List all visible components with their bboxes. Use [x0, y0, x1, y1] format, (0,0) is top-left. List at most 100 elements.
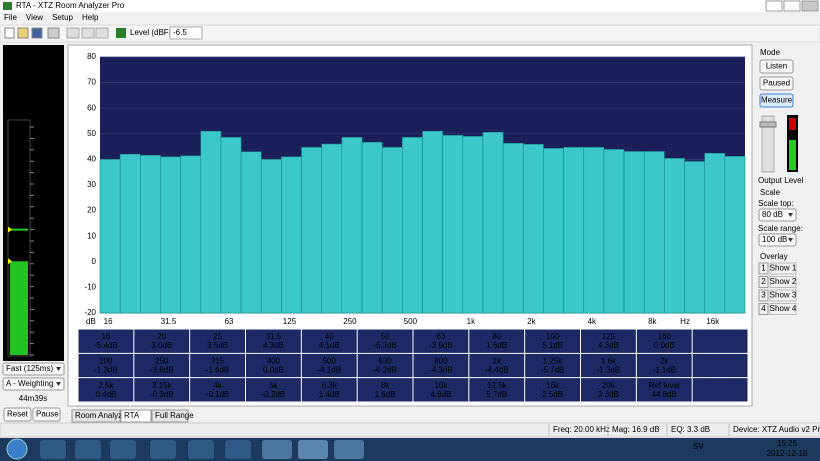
band-level: 4.8dB: [430, 390, 451, 399]
tool-icon[interactable]: [81, 27, 95, 39]
app-button[interactable]: [225, 440, 251, 459]
band-level: 3.5dB: [207, 341, 228, 350]
taskbar-time: 15:25: [777, 439, 798, 448]
app-button[interactable]: [150, 440, 176, 459]
overlay-button[interactable]: [769, 276, 797, 288]
tool-icon[interactable]: [66, 27, 80, 39]
bar: [402, 137, 423, 314]
scale-range-label: Scale range:: [758, 224, 803, 233]
reading-label: LCpk hold: [20, 53, 56, 62]
open-icon[interactable]: [17, 27, 29, 39]
overlay-number-box[interactable]: [758, 262, 769, 275]
bar: [381, 147, 403, 314]
bar: [200, 130, 222, 314]
overlay-button-label: Show 3: [770, 291, 797, 300]
app-button[interactable]: [334, 440, 364, 459]
band-level: -1.3dB: [597, 365, 621, 374]
meter-tick-label: 85: [37, 202, 46, 211]
scale-label: Scale: [760, 188, 781, 197]
maximize-button[interactable]: [783, 0, 801, 12]
tool-icon[interactable]: [95, 27, 109, 39]
meter-tick-label: 60: [37, 259, 46, 268]
level-input[interactable]: [169, 26, 203, 40]
response-select[interactable]: [2, 362, 65, 376]
mode-button[interactable]: [759, 76, 794, 91]
band-label: 3.15k: [152, 381, 173, 390]
toolbar-icons: [4, 27, 126, 39]
y-tick-label: 40: [87, 155, 96, 164]
bar: [482, 131, 504, 314]
reading-label: LAeq: [23, 110, 42, 119]
level-label: Level (dBFS): [130, 28, 177, 37]
start-button[interactable]: [6, 438, 28, 460]
scale-top-select[interactable]: [758, 208, 797, 222]
weighting-select-text: A - Weighting: [6, 379, 53, 388]
band-label: 4k: [213, 381, 222, 390]
band-label: 40: [325, 332, 334, 341]
band-label: 1.6k: [601, 356, 617, 365]
app-button[interactable]: [75, 440, 101, 459]
pause-button[interactable]: [32, 407, 61, 422]
bar: [321, 143, 343, 314]
status-text: Device: XTZ Audio v2 Pro: [733, 425, 820, 434]
reset-button[interactable]: [3, 407, 32, 422]
new-icon[interactable]: [4, 27, 15, 39]
save-icon[interactable]: [31, 27, 43, 39]
minimize-button[interactable]: [765, 0, 783, 12]
tab-label: Room Analyzer: [75, 411, 130, 420]
band-level: 2.5dB: [542, 390, 563, 399]
close-button[interactable]: [801, 0, 819, 12]
band-level: -4.1dB: [317, 365, 341, 374]
band-level: 3.3dB: [598, 390, 619, 399]
meter-tick-label: 70: [37, 236, 46, 245]
slider-thumb[interactable]: [759, 121, 777, 128]
bar: [260, 159, 282, 314]
menu-item[interactable]: View: [26, 13, 43, 22]
reset-button-text: Reset: [7, 410, 29, 419]
bar: [301, 147, 323, 314]
tab[interactable]: [71, 409, 121, 423]
overlay-number-box[interactable]: [758, 289, 769, 302]
band-level: 3.0dB: [151, 341, 172, 350]
band-label: 1k: [493, 356, 502, 365]
pause-button-text: Pause: [36, 410, 59, 419]
band-label: 1.25k: [543, 356, 564, 365]
x-tick-label: 16: [104, 317, 113, 326]
output-slider[interactable]: [761, 115, 775, 173]
tab[interactable]: [120, 409, 152, 423]
band-label: 20: [157, 332, 166, 341]
bar: [361, 141, 383, 314]
bar: [341, 137, 363, 314]
app-button[interactable]: [262, 440, 292, 459]
print-icon[interactable]: [47, 27, 60, 39]
app-button[interactable]: [298, 440, 328, 459]
mode-button[interactable]: [759, 59, 794, 74]
menu-item[interactable]: Setup: [52, 13, 73, 22]
weighting-select[interactable]: [2, 377, 65, 391]
mode-button[interactable]: [759, 93, 794, 108]
reading-value: 61.1: [6, 95, 22, 104]
menu-item[interactable]: Help: [82, 13, 99, 22]
overlay-number-box[interactable]: [758, 276, 769, 288]
status-text: EQ: 3.3 dB: [671, 425, 710, 434]
overlay-button[interactable]: [769, 262, 797, 275]
status-text: Mag: 16.9 dB: [612, 425, 660, 434]
band-level: 0.4dB: [95, 390, 116, 399]
band-level: -0.3dB: [150, 390, 174, 399]
bar: [724, 156, 746, 314]
app-button[interactable]: [40, 440, 66, 459]
menu-item[interactable]: File: [4, 13, 17, 22]
app-button[interactable]: [110, 440, 136, 459]
scale-range-select[interactable]: [758, 233, 797, 247]
overlay-button[interactable]: [769, 289, 797, 302]
app-button[interactable]: [188, 440, 214, 459]
mode-button-label: Listen: [766, 62, 787, 71]
overlay-button[interactable]: [769, 303, 797, 315]
app-icon: [3, 2, 12, 10]
x-tick-label: 8k: [648, 317, 657, 326]
tab[interactable]: [151, 409, 189, 423]
reading-label: LCpeak: [23, 67, 52, 76]
overlay-number-box[interactable]: [758, 303, 769, 315]
bar: [119, 153, 141, 314]
bar: [422, 130, 443, 314]
